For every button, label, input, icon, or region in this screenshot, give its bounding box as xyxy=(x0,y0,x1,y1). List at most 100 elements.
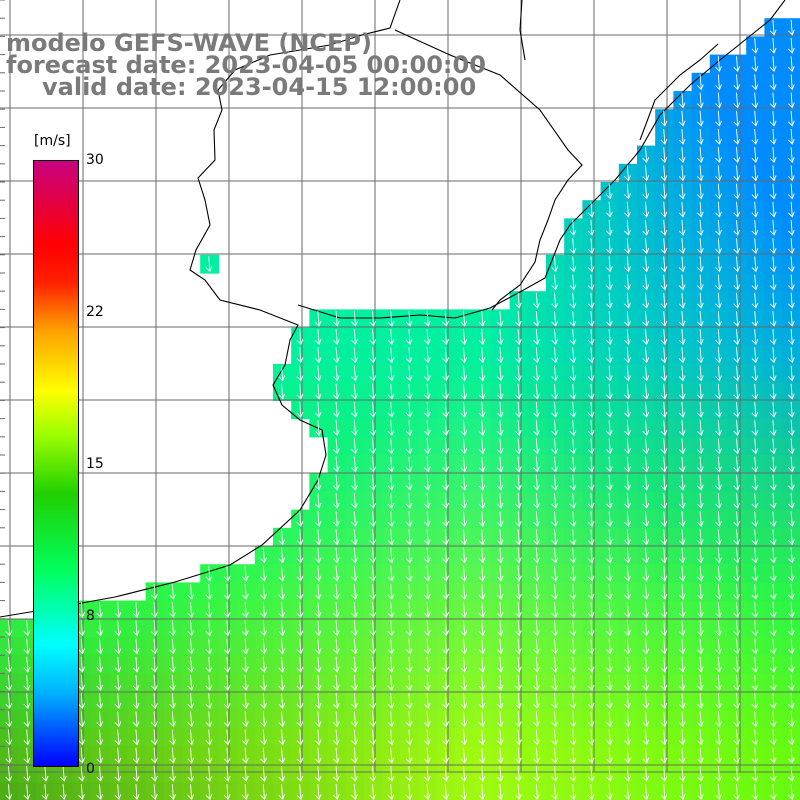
wind-vector-arrow xyxy=(751,365,759,382)
wind-vector-arrow xyxy=(96,602,104,619)
wind-vector-arrow xyxy=(642,784,650,800)
wind-vector-arrow xyxy=(624,165,631,182)
wind-vector-arrow xyxy=(132,729,140,746)
wind-vector-arrow xyxy=(678,456,686,473)
wind-vector-arrow xyxy=(241,656,249,673)
wind-vector-arrow xyxy=(169,638,176,655)
wind-vector-arrow xyxy=(569,347,577,364)
wind-vector-arrow xyxy=(678,729,686,746)
wind-vector-arrow xyxy=(715,74,722,91)
wind-vector-arrow xyxy=(678,292,686,309)
wind-vector-arrow xyxy=(423,656,431,673)
wind-vector-arrow xyxy=(624,292,631,309)
wind-vector-arrow xyxy=(332,547,340,564)
wind-vector-arrow xyxy=(369,492,377,509)
wind-vector-arrow xyxy=(624,784,631,800)
wind-vector-arrow xyxy=(551,256,559,273)
wind-vector-arrow xyxy=(769,92,777,109)
wind-vector-arrow xyxy=(387,602,395,619)
wind-vector-arrow xyxy=(114,674,122,691)
wind-vector-arrow xyxy=(605,620,613,637)
wind-vector-arrow xyxy=(314,492,322,509)
wind-vector-arrow xyxy=(423,310,431,327)
wind-vector-arrow xyxy=(569,583,577,600)
wind-vector-arrow xyxy=(605,219,613,236)
colorbar-unit: [m/s] xyxy=(34,133,71,149)
wind-vector-arrow xyxy=(733,420,741,437)
wind-vector-arrow xyxy=(751,347,759,364)
wind-vector-arrow xyxy=(569,765,577,782)
wind-vector-arrow xyxy=(96,674,104,691)
wind-vector-arrow xyxy=(496,547,504,564)
wind-vector-arrow xyxy=(23,765,31,782)
wind-vector-arrow xyxy=(296,583,304,600)
wind-vector-arrow xyxy=(423,529,431,546)
wind-vector-arrow xyxy=(569,547,577,564)
wind-vector-arrow xyxy=(733,565,741,582)
wind-vector-arrow xyxy=(260,711,267,728)
wind-vector-arrow xyxy=(78,693,85,710)
wind-vector-arrow xyxy=(733,529,741,546)
colorbar-tick: 30 xyxy=(86,152,104,168)
wind-vector-arrow xyxy=(405,383,413,400)
wind-vector-arrow xyxy=(5,729,13,746)
wind-vector-arrow xyxy=(733,638,741,655)
wind-vector-arrow xyxy=(605,693,613,710)
wind-vector-arrow xyxy=(150,729,158,746)
wind-vector-arrow xyxy=(624,438,631,455)
wind-vector-arrow xyxy=(696,729,704,746)
wind-vector-arrow xyxy=(132,765,140,782)
wind-vector-arrow xyxy=(533,329,540,346)
wind-vector-arrow xyxy=(569,747,577,764)
wind-vector-arrow xyxy=(260,638,267,655)
wind-vector-arrow xyxy=(769,784,777,800)
wind-vector-arrow xyxy=(605,438,613,455)
wind-vector-arrow xyxy=(587,638,595,655)
wind-vector-arrow xyxy=(587,729,595,746)
wind-vector-arrow xyxy=(496,511,504,528)
wind-vector-arrow xyxy=(442,784,449,800)
wind-vector-arrow xyxy=(605,547,613,564)
wind-vector-arrow xyxy=(624,420,631,437)
wind-vector-arrow xyxy=(787,747,795,764)
wind-vector-arrow xyxy=(187,693,195,710)
wind-vector-arrow xyxy=(423,784,431,800)
wind-vector-arrow xyxy=(496,711,504,728)
wind-vector-arrow xyxy=(642,183,650,200)
wind-vector-arrow xyxy=(205,729,213,746)
wind-vector-arrow xyxy=(405,602,413,619)
wind-vector-arrow xyxy=(387,420,395,437)
wind-vector-arrow xyxy=(569,274,577,291)
wind-vector-arrow xyxy=(569,420,577,437)
wind-vector-arrow xyxy=(678,365,686,382)
wind-vector-arrow xyxy=(442,347,449,364)
wind-vector-arrow xyxy=(587,310,595,327)
wind-vector-arrow xyxy=(569,238,577,255)
wind-vector-arrow xyxy=(387,711,395,728)
wind-vector-arrow xyxy=(678,711,686,728)
wind-vector-arrow xyxy=(442,638,449,655)
wind-vector-arrow xyxy=(442,711,449,728)
wind-vector-arrow xyxy=(787,583,795,600)
wind-vector-arrow xyxy=(533,474,540,491)
wind-vector-arrow xyxy=(387,383,395,400)
wind-vector-arrow xyxy=(278,365,286,382)
wind-vector-arrow xyxy=(660,529,668,546)
wind-vector-arrow xyxy=(642,420,650,437)
wind-vector-arrow xyxy=(423,583,431,600)
wind-vector-arrow xyxy=(715,529,722,546)
wind-vector-arrow xyxy=(715,219,722,236)
wind-vector-arrow xyxy=(642,365,650,382)
wind-vector-arrow xyxy=(369,474,377,491)
wind-vector-arrow xyxy=(551,565,559,582)
wind-vector-arrow xyxy=(442,529,449,546)
wind-vector-arrow xyxy=(751,656,759,673)
wind-vector-arrow xyxy=(369,310,377,327)
wind-vector-arrow xyxy=(678,329,686,346)
wind-vector-arrow xyxy=(478,456,486,473)
wind-vector-arrow xyxy=(533,511,540,528)
valid-date: valid date: 2023-04-15 12:00:00 xyxy=(42,73,477,101)
wind-vector-arrow xyxy=(96,656,104,673)
wind-vector-arrow xyxy=(351,511,358,528)
wind-vector-arrow xyxy=(442,602,449,619)
